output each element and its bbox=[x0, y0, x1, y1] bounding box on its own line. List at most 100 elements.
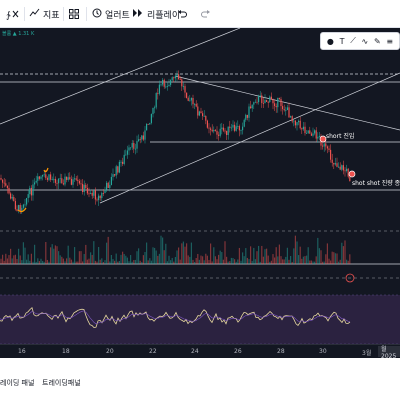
volume-bar bbox=[302, 256, 304, 264]
candle-body bbox=[179, 79, 181, 80]
volume-bar bbox=[90, 252, 92, 264]
volume-bar bbox=[34, 244, 36, 264]
more-icon[interactable]: ≡ bbox=[386, 36, 394, 46]
candle-body bbox=[328, 148, 330, 150]
candle-body bbox=[326, 146, 328, 149]
templates-icon[interactable] bbox=[69, 0, 79, 28]
line-tool-icon[interactable]: ⟋ bbox=[350, 36, 356, 45]
replay-button[interactable]: 리플레이 bbox=[132, 0, 180, 28]
candle-body bbox=[230, 127, 232, 129]
candle-body bbox=[72, 179, 74, 185]
toolbar-divider bbox=[86, 7, 87, 21]
volume-bar bbox=[168, 255, 170, 264]
candle-body bbox=[242, 126, 244, 131]
alert-marker[interactable] bbox=[345, 273, 355, 283]
volume-bar bbox=[181, 243, 183, 264]
candle-body bbox=[104, 189, 106, 194]
volume-bar bbox=[274, 257, 276, 264]
candle-body bbox=[274, 103, 276, 107]
volume-bar bbox=[190, 242, 192, 264]
volume-bar bbox=[19, 255, 21, 264]
volume-bar bbox=[123, 254, 125, 264]
volume-bar bbox=[53, 248, 55, 264]
volume-bar bbox=[141, 261, 143, 264]
candle-body bbox=[218, 134, 220, 136]
candle-body bbox=[251, 104, 253, 109]
candle-body bbox=[37, 176, 39, 181]
candle-body bbox=[168, 84, 170, 87]
candle-body bbox=[114, 174, 116, 176]
volume-bar bbox=[45, 241, 47, 264]
volume-bar bbox=[221, 252, 223, 264]
dot-icon[interactable]: ● bbox=[326, 36, 334, 46]
candle-body bbox=[206, 120, 208, 128]
candle-body bbox=[109, 185, 111, 188]
candle-body bbox=[336, 163, 338, 167]
indicators-icon bbox=[29, 8, 40, 21]
candle-body bbox=[250, 106, 252, 109]
fx-icon[interactable]: ∱ bbox=[6, 0, 20, 28]
volume-bar bbox=[211, 261, 213, 264]
volume-bar bbox=[322, 261, 324, 264]
pencil-icon[interactable]: ✎ bbox=[373, 36, 381, 46]
candle-body bbox=[62, 183, 64, 185]
candle-body bbox=[118, 161, 120, 173]
bottom-tab[interactable]: 레이딩 패널 bbox=[0, 379, 35, 387]
axis-tick-label: 18 bbox=[62, 348, 70, 355]
volume-bar bbox=[83, 254, 85, 264]
volume-bar bbox=[146, 242, 148, 264]
candlestick-series bbox=[0, 70, 351, 214]
alert-button[interactable]: 얼러트 bbox=[92, 0, 130, 28]
volume-bar bbox=[314, 261, 316, 264]
volume-bar bbox=[11, 258, 13, 264]
candle-body bbox=[70, 178, 72, 185]
volume-bar bbox=[150, 260, 152, 264]
candle-body bbox=[283, 109, 285, 111]
candle-body bbox=[210, 128, 212, 130]
candle-body bbox=[240, 130, 242, 131]
candle-body bbox=[48, 174, 50, 180]
volume-bar bbox=[42, 260, 44, 264]
candle-body bbox=[229, 126, 231, 128]
candle-body bbox=[216, 130, 218, 135]
volume-bar bbox=[261, 245, 263, 264]
time-axis[interactable]: 16 18 20 22 24 26 28 30 3월 월 2025 bbox=[0, 344, 400, 360]
volume-bar bbox=[14, 254, 16, 264]
undo-icon[interactable] bbox=[177, 0, 187, 28]
candle-body bbox=[40, 176, 42, 179]
volume-bar bbox=[130, 255, 132, 264]
candle-body bbox=[96, 199, 98, 201]
toolbar-divider bbox=[63, 7, 64, 21]
volume-bar bbox=[318, 248, 320, 264]
volume-bar bbox=[245, 248, 247, 264]
candle-body bbox=[312, 133, 314, 136]
candle-body bbox=[29, 187, 31, 195]
candle-body bbox=[331, 159, 333, 163]
indicators-button[interactable]: 지표 bbox=[29, 0, 60, 28]
text-tool-icon[interactable]: T bbox=[339, 36, 345, 46]
volume-bar bbox=[133, 260, 135, 264]
volume-bar bbox=[98, 246, 100, 264]
volume-bar bbox=[96, 261, 98, 264]
candle-body bbox=[234, 124, 236, 131]
price-chart[interactable]: 볼륨 ▲ 1.31 K ● T ⟋ ∿ ✎ ≡ short 진입 shot sh… bbox=[0, 28, 400, 358]
candle-body bbox=[184, 86, 186, 93]
volume-bar bbox=[38, 261, 40, 264]
replay-label: 리플레이 bbox=[147, 10, 181, 21]
candle-body bbox=[259, 95, 261, 97]
volume-bar bbox=[61, 256, 63, 264]
volume-bar bbox=[128, 261, 130, 264]
candle-body bbox=[102, 193, 104, 194]
bottom-panel: 레이딩 패널 트레이딩패널 bbox=[0, 358, 400, 400]
candle-body bbox=[205, 115, 207, 121]
candle-body bbox=[128, 147, 130, 151]
candle-body bbox=[246, 114, 248, 118]
path-tool-icon[interactable]: ∿ bbox=[361, 36, 369, 46]
candle-body bbox=[275, 106, 277, 108]
redo-icon[interactable] bbox=[201, 0, 211, 28]
volume-bar bbox=[74, 247, 76, 264]
volume-bar bbox=[91, 254, 93, 264]
volume-bar bbox=[346, 259, 348, 264]
bottom-tab[interactable]: 트레이딩패널 bbox=[42, 379, 81, 387]
candle-body bbox=[106, 182, 108, 190]
